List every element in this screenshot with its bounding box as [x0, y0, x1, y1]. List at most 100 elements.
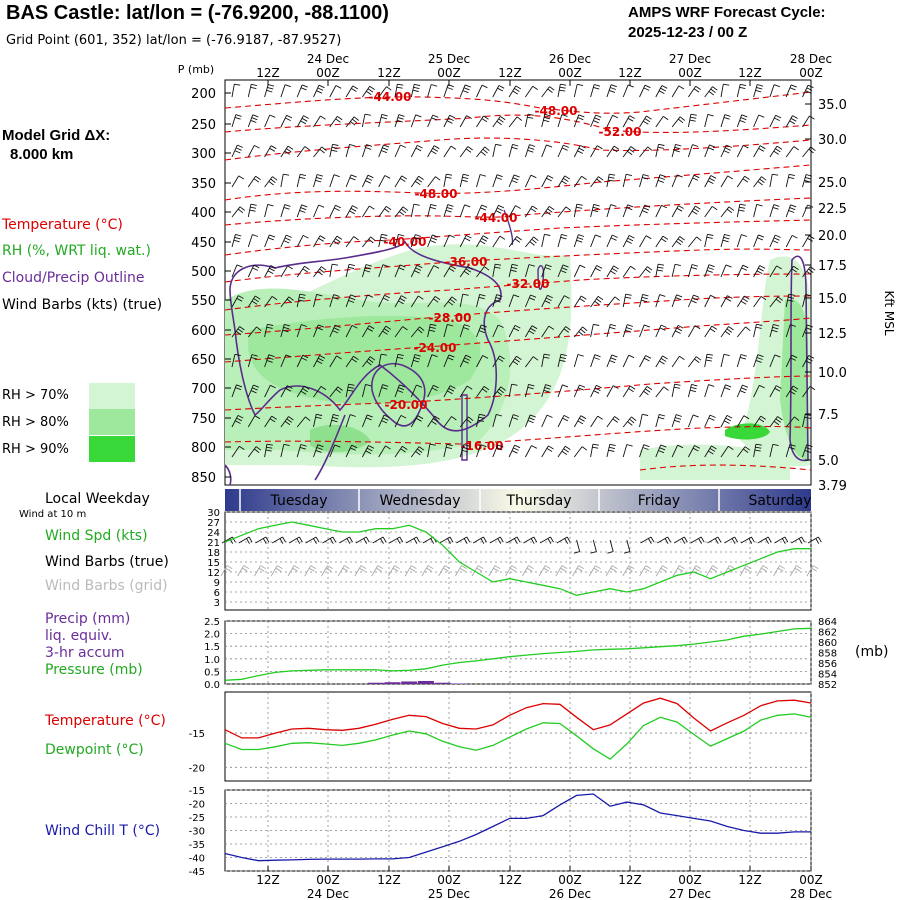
- xs-wind-barb: [622, 146, 636, 158]
- xs-wind-barb: [606, 296, 620, 308]
- xs-wind-barb: [378, 414, 390, 428]
- xs-wind-barb: [345, 85, 359, 98]
- xs-wind-barb: [492, 294, 503, 308]
- xs-wind-barb: [525, 205, 538, 218]
- precip-tick-label: 0.5: [204, 667, 220, 678]
- xs-wind-barb: [622, 84, 634, 98]
- grid-wind-barb: [622, 565, 635, 577]
- xs-wind-barb: [443, 296, 457, 308]
- wind-tick-label: 18: [207, 548, 220, 559]
- xs-wind-barb: [785, 444, 796, 458]
- xs-wind-barb: [606, 354, 618, 368]
- xs-wind-barb: [280, 265, 293, 278]
- pressure-tick-label: 550: [191, 294, 216, 309]
- xs-wind-barb: [329, 444, 341, 458]
- panel-precip-frame: [224, 620, 812, 685]
- xs-wind-barb: [296, 416, 311, 428]
- xs-wind-barb: [378, 445, 391, 458]
- xs-wind-barb: [508, 294, 520, 308]
- xs-wind-barb: [443, 416, 457, 428]
- xs-wind-barb: [264, 203, 274, 218]
- xs-wind-barb: [769, 323, 780, 338]
- xs-wind-barb: [394, 175, 408, 188]
- xs-wind-barb: [329, 324, 341, 338]
- xs-wind-barb: [557, 144, 569, 158]
- xs-wind-barb: [671, 143, 682, 158]
- bottom-hour-label: 00Z: [437, 873, 461, 887]
- weekday-bar: Tuesday Wednesday Thursday Friday Saturday: [225, 489, 812, 511]
- xs-wind-barb: [671, 205, 684, 218]
- xs-wind-barb: [459, 115, 472, 128]
- xs-wind-barb: [280, 354, 292, 368]
- temp-contour-label: -44.00: [475, 211, 518, 225]
- xs-wind-barb: [394, 114, 405, 128]
- weekday-label: Friday: [638, 493, 680, 509]
- rh70-region-low: [640, 444, 790, 480]
- temp-contour-label: -48.00: [535, 104, 578, 118]
- xs-wind-barb: [476, 324, 487, 338]
- xs-wind-barb: [378, 294, 390, 308]
- kft-tick-label: 12.5: [818, 327, 847, 342]
- cloud-outline-west: [224, 464, 232, 486]
- xs-wind-barb: [541, 384, 552, 398]
- model-grid-dx: Model Grid ΔX: 8.000 km: [2, 126, 110, 164]
- xs-wind-barb: [231, 384, 243, 398]
- true-wind-barb: [472, 536, 487, 544]
- grid-wind-barb: [605, 565, 618, 577]
- xs-wind-barb: [639, 84, 651, 98]
- true-wind-barb: [255, 536, 270, 544]
- xs-wind-barb: [508, 205, 521, 218]
- xs-wind-barb: [459, 293, 469, 308]
- xs-wind-barb: [264, 323, 274, 338]
- xs-wind-barb: [427, 296, 441, 308]
- xs-wind-barb: [704, 86, 718, 98]
- temp-tick-label: -15: [189, 729, 205, 740]
- xs-wind-barb: [459, 204, 471, 218]
- true-wind-barb: [288, 536, 303, 544]
- xs-wind-barb: [655, 174, 666, 188]
- xs-wind-barb: [720, 83, 730, 98]
- rh70-swatch: [89, 383, 135, 409]
- xs-wind-barb: [231, 83, 241, 98]
- xs-wind-barb: [785, 173, 795, 188]
- xs-wind-barb: [264, 415, 277, 428]
- xs-wind-barb: [769, 204, 780, 218]
- xs-wind-barb: [769, 354, 781, 368]
- xs-wind-barb: [459, 146, 473, 158]
- cycle-line2: 2025-12-23 / 00 Z: [628, 24, 748, 41]
- xs-wind-barb: [655, 263, 665, 278]
- xs-wind-barb: [443, 385, 456, 398]
- xs-wind-barb: [459, 265, 473, 278]
- bottom-hour-label: 00Z: [678, 873, 702, 887]
- xs-wind-barb: [671, 294, 683, 308]
- xs-wind-barb: [508, 236, 522, 248]
- xs-wind-barb: [296, 324, 308, 338]
- grid-wind-barb: [756, 565, 769, 577]
- xs-wind-barb: [362, 205, 375, 218]
- kft-tick-label: 3.79: [818, 479, 847, 494]
- xs-wind-barb: [802, 235, 815, 248]
- panel-windchill: -15 -20 -25 -30 -35 -40 -45: [189, 786, 812, 878]
- pressure-line: [224, 627, 812, 681]
- xs-wind-barb: [492, 263, 502, 278]
- xs-wind-barb: [704, 175, 717, 188]
- xs-wind-barb: [459, 385, 473, 398]
- grid-wind-barb: [455, 565, 467, 577]
- xs-wind-barb: [459, 444, 470, 458]
- xs-wind-barb: [427, 203, 437, 218]
- xs-wind-barb: [394, 445, 408, 458]
- true-wind-barb: [405, 536, 420, 544]
- xs-wind-barb: [541, 325, 555, 338]
- windchill-line: [224, 793, 811, 862]
- xs-wind-barb: [753, 145, 766, 158]
- xs-wind-barb: [427, 384, 439, 398]
- xs-wind-barb: [655, 355, 668, 368]
- grid-point-subtitle: Grid Point (601, 352) lat/lon = (-76.918…: [6, 33, 342, 48]
- windchill-tick-label: -15: [189, 786, 205, 797]
- xs-wind-barb: [280, 173, 290, 188]
- xs-wind-barb: [785, 265, 799, 278]
- panel-windchill-frame: [224, 789, 812, 872]
- xs-wind-barb: [345, 444, 358, 458]
- xs-wind-barb: [378, 233, 388, 248]
- top-date-label: 27 Dec: [669, 52, 711, 66]
